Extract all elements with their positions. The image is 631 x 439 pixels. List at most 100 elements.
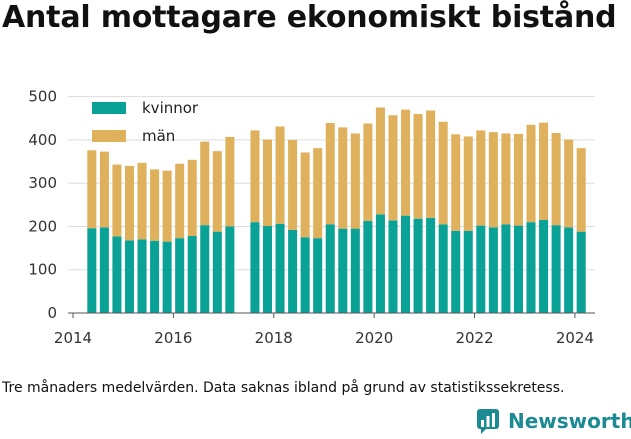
bar-man (262, 139, 273, 227)
y-axis-ticks: 0 100 200 300 400 500 (28, 88, 57, 322)
x-tick-label: 2022 (455, 329, 493, 347)
bar-kvinnor (87, 228, 97, 313)
bar-kvinnor (539, 219, 549, 313)
bar-kvinnor (576, 231, 586, 313)
bar-kvinnor (526, 222, 536, 313)
bar-kvinnor (300, 237, 310, 313)
bar-man (124, 165, 134, 241)
bar-man (187, 159, 197, 236)
bar-man (87, 150, 97, 229)
bar-kvinnor (150, 240, 160, 313)
bar-kvinnor (451, 230, 461, 313)
bar-man (438, 121, 448, 225)
y-tick-label: 200 (28, 217, 57, 235)
bar-man (388, 115, 398, 221)
brand[interactable]: Newsworthy (476, 408, 631, 434)
x-tick-label: 2014 (54, 329, 92, 347)
bar-man (112, 164, 122, 237)
bar-man (375, 107, 385, 215)
bar-kvinnor (162, 241, 172, 313)
bar-kvinnor (426, 217, 436, 313)
bar-man (426, 110, 436, 218)
bar-man (401, 109, 411, 216)
bar-man (501, 133, 511, 225)
bar-man (325, 123, 335, 225)
bar-kvinnor (375, 214, 385, 313)
bar-man (526, 124, 536, 223)
bar-kvinnor (137, 239, 147, 313)
bar-kvinnor (200, 225, 210, 313)
bar-kvinnor (338, 228, 348, 314)
bar-man (162, 170, 172, 242)
bar-man (313, 148, 323, 239)
footnote: Tre månaders medelvärden. Data saknas ib… (2, 380, 565, 396)
bar-kvinnor (350, 228, 360, 314)
bar-kvinnor (501, 224, 511, 313)
bar-man (413, 113, 423, 219)
bar-kvinnor (250, 222, 260, 313)
x-tick-label: 2016 (154, 329, 192, 347)
bar-kvinnor (476, 225, 486, 313)
bar-man (288, 139, 298, 230)
bar-kvinnor (388, 220, 398, 313)
y-tick-label: 0 (47, 304, 57, 322)
bar-man (513, 133, 523, 226)
x-tick-label: 2018 (255, 329, 293, 347)
bar-man (250, 130, 260, 223)
bar-man (212, 151, 222, 232)
legend-swatch-kvinnor (92, 102, 126, 114)
bar-man (300, 152, 310, 238)
legend-swatch-man (92, 130, 126, 142)
bar-kvinnor (401, 215, 411, 313)
bar-kvinnor (551, 225, 561, 313)
x-axis-ticks: 2014 2016 2018 2020 2022 2024 (54, 313, 594, 347)
bar-man (564, 139, 574, 228)
bar-kvinnor (463, 230, 473, 313)
bar-kvinnor (175, 238, 185, 313)
bar-man (363, 123, 373, 221)
bar-kvinnor (363, 220, 373, 313)
bar-kvinnor (288, 229, 298, 313)
y-tick-label: 500 (28, 88, 57, 106)
bar-kvinnor (275, 223, 285, 313)
bar-man (576, 148, 586, 232)
chart-title: Antal mottagare ekonomiskt bistånd (2, 0, 617, 35)
bar-man (350, 133, 360, 229)
bar-man (451, 134, 461, 231)
bar-man (137, 162, 147, 240)
bar-man (275, 126, 285, 224)
x-tick-label: 2024 (556, 329, 594, 347)
bar-kvinnor (438, 224, 448, 313)
legend-label-kvinnor: kvinnor (142, 99, 199, 117)
bar-man (463, 136, 473, 231)
bar-kvinnor (488, 227, 498, 313)
bar-man (225, 136, 235, 227)
bar-man (175, 163, 185, 239)
legend-label-man: män (142, 127, 175, 145)
bar-chart: 2014 2016 2018 2020 2022 2024 0 100 200 300 400 50… (28, 88, 595, 347)
bar-kvinnor (112, 236, 122, 313)
bar-kvinnor (513, 225, 523, 313)
bar-kvinnor (99, 227, 109, 313)
brand-name: Newsworthy (508, 409, 631, 433)
bar-man (539, 122, 549, 220)
y-tick-label: 100 (28, 261, 57, 279)
bar-man (488, 132, 498, 228)
x-tick-label: 2020 (355, 329, 393, 347)
bar-man (200, 141, 210, 226)
bar-kvinnor (124, 240, 134, 313)
bar-man (338, 127, 348, 229)
bar-kvinnor (413, 218, 423, 313)
bar-kvinnor (564, 227, 574, 313)
bar-kvinnor (212, 231, 222, 313)
legend: kvinnor män (92, 99, 199, 145)
y-tick-label: 300 (28, 174, 57, 192)
bar-man (551, 133, 561, 226)
y-tick-label: 400 (28, 131, 57, 149)
newsworthy-logo-icon (477, 409, 499, 434)
bar-man (476, 130, 486, 226)
bar-kvinnor (262, 226, 273, 313)
bar-kvinnor (187, 235, 197, 313)
bar-series (87, 107, 586, 314)
bar-kvinnor (225, 226, 235, 313)
